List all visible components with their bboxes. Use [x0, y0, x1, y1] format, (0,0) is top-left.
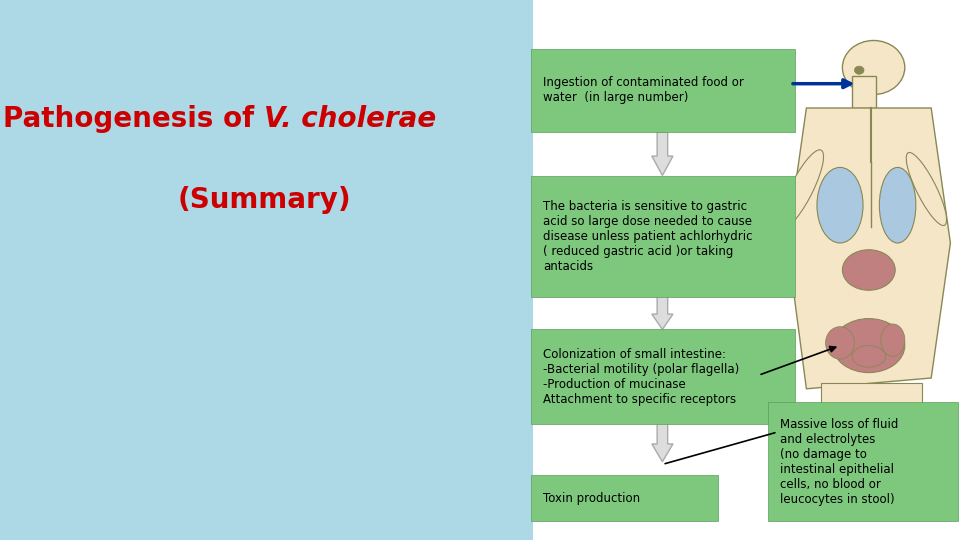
Text: V. cholerae: V. cholerae	[264, 105, 436, 133]
Ellipse shape	[854, 66, 864, 74]
FancyBboxPatch shape	[821, 383, 922, 410]
FancyBboxPatch shape	[533, 0, 960, 540]
FancyBboxPatch shape	[852, 76, 876, 108]
Ellipse shape	[881, 324, 904, 356]
FancyBboxPatch shape	[531, 49, 795, 132]
FancyBboxPatch shape	[0, 0, 533, 540]
FancyBboxPatch shape	[768, 402, 958, 521]
Ellipse shape	[833, 319, 904, 373]
Ellipse shape	[826, 327, 854, 359]
Polygon shape	[652, 132, 673, 176]
Ellipse shape	[843, 249, 895, 291]
FancyBboxPatch shape	[531, 329, 795, 424]
FancyBboxPatch shape	[531, 176, 795, 297]
Text: The bacteria is sensitive to gastric
acid so large dose needed to cause
disease : The bacteria is sensitive to gastric aci…	[543, 200, 753, 273]
Text: Pathogenesis of: Pathogenesis of	[3, 105, 264, 133]
FancyBboxPatch shape	[531, 475, 718, 521]
Ellipse shape	[780, 150, 824, 228]
Text: Massive loss of fluid
and electrolytes
(no damage to
intestinal epithelial
cells: Massive loss of fluid and electrolytes (…	[780, 418, 899, 505]
Ellipse shape	[906, 152, 947, 226]
Ellipse shape	[879, 167, 916, 243]
Ellipse shape	[843, 40, 904, 94]
Polygon shape	[652, 295, 673, 329]
Text: Ingestion of contaminated food or
water  (in large number): Ingestion of contaminated food or water …	[543, 77, 744, 104]
Polygon shape	[652, 422, 673, 462]
Text: (Summary): (Summary)	[178, 186, 350, 214]
Ellipse shape	[817, 167, 863, 243]
Ellipse shape	[852, 346, 885, 367]
Text: Colonization of small intestine:
-Bacterial motility (polar flagella)
-Productio: Colonization of small intestine: -Bacter…	[543, 348, 739, 406]
Polygon shape	[787, 108, 950, 389]
Text: Toxin production: Toxin production	[543, 491, 640, 505]
